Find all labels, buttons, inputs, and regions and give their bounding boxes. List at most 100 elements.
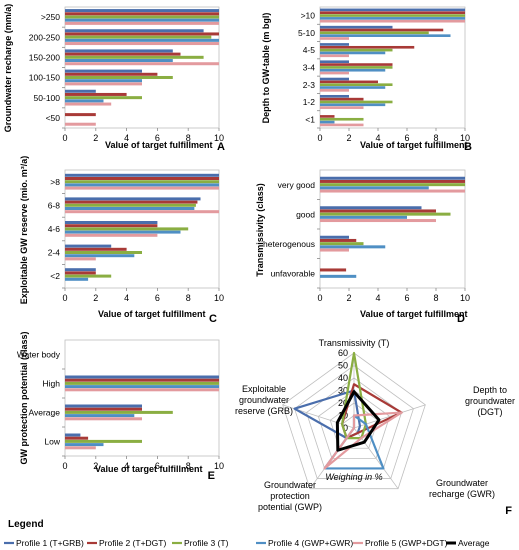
category-label: <2 [50, 271, 60, 281]
bar-a-s5-c5 [65, 102, 112, 106]
legend-label: Profile 1 (T+GRB) [16, 538, 84, 548]
radar-axis-label: Exploitable groundwater reserve (GRB) [235, 384, 293, 416]
bar-a-s4-c5 [65, 99, 104, 103]
panel-letter: A [217, 141, 225, 153]
x-tick-label: 2 [346, 293, 351, 303]
legend-label: Profile 3 (T) [184, 538, 229, 548]
legend-title: Legend [8, 519, 44, 530]
radar-tick-label: 60 [338, 348, 348, 358]
category-label: <50 [46, 113, 61, 123]
bar-e-s2-c4 [65, 436, 89, 440]
bar-a-s4-c1 [65, 18, 219, 22]
bar-e-s5-c2 [65, 388, 219, 392]
x-tick-label: 0 [62, 133, 67, 143]
radar-tick-label: 20 [338, 398, 348, 408]
radar-axis-label: Depth to groundwater (DGT) [465, 385, 515, 417]
x-tick-label: 6 [404, 133, 409, 143]
category-label: 150-200 [29, 52, 60, 62]
radar-tick-label: 30 [338, 386, 348, 396]
category-label: <1 [305, 114, 315, 124]
y-axis-label: Groundwater recharge (mm/a) [3, 4, 13, 133]
radar-grid-ring [294, 365, 414, 479]
bar-d-s2-c2 [320, 209, 436, 213]
bar-c-s5-c4 [65, 257, 96, 261]
bar-b-s1-c5 [320, 77, 349, 81]
category-label: Average [28, 408, 60, 418]
bar-a-s2-c4 [65, 72, 158, 76]
radar-axis-label: Groundwater recharge (GWR) [429, 478, 495, 499]
bar-e-s4-c3 [65, 414, 135, 418]
bar-b-s3-c6 [320, 100, 393, 104]
x-tick-label: 4 [124, 133, 129, 143]
panel-letter: E [208, 470, 215, 482]
bar-b-s4-c1 [320, 17, 465, 20]
bar-d-s1-c1 [320, 176, 465, 180]
radar-axis-label: Transmissivity (T) [319, 338, 390, 348]
x-tick-label: 10 [460, 133, 470, 143]
bar-b-s1-c3 [320, 43, 349, 46]
bar-b-s2-c5 [320, 80, 378, 84]
bar-b-s3-c5 [320, 83, 393, 87]
bar-e-s4-c2 [65, 385, 219, 389]
category-label: 6-8 [48, 200, 61, 210]
category-label: >250 [41, 12, 60, 22]
bar-a-s3-c2 [65, 35, 212, 39]
bar-a-s2-c5 [65, 92, 127, 96]
x-tick-label: 6 [155, 461, 160, 471]
panel-letter: B [464, 141, 472, 153]
bar-c-s3-c1 [65, 180, 219, 184]
radar-series-6 [335, 390, 381, 452]
bar-e-s1-c2 [65, 375, 219, 379]
panel-letter: C [209, 313, 217, 325]
bar-c-s4-c3 [65, 230, 181, 234]
x-axis-label: Value of target fulfillment [360, 309, 468, 319]
bar-a-s1-c1 [65, 9, 219, 13]
chart-panel-a: 0 2 4 6 8 10 >250 200-250 150-200 100-150 50-100 <5… [3, 4, 225, 153]
panel-letter: F [505, 505, 512, 517]
radar-axis-label: Groundwater protection potential (GWP) [258, 480, 322, 512]
bar-b-s4-c2 [320, 34, 451, 37]
bar-e-s4-c4 [65, 443, 104, 447]
panel-letter: D [457, 313, 465, 325]
x-tick-label: 2 [93, 133, 98, 143]
bar-a-s3-c1 [65, 15, 219, 19]
category-label: very good [278, 180, 316, 190]
bar-c-s1-c5 [65, 268, 96, 272]
radar-tick-label: 50 [338, 361, 348, 371]
bar-e-s1-c3 [65, 404, 142, 408]
bar-d-s2-c1 [320, 179, 465, 183]
bar-c-s1-c2 [65, 197, 201, 201]
bar-c-s1-c1 [65, 173, 219, 177]
bar-d-s3-c1 [320, 183, 465, 187]
bar-b-s5-c3 [320, 54, 349, 58]
category-label: Low [44, 437, 60, 447]
x-tick-label: 4 [124, 461, 129, 471]
bar-d-s4-c2 [320, 215, 407, 219]
bar-c-s2-c1 [65, 177, 219, 180]
x-tick-label: 0 [62, 461, 67, 471]
x-tick-label: 2 [93, 461, 98, 471]
bar-d-s1-c3 [320, 235, 349, 239]
bar-a-s1-c3 [65, 49, 173, 53]
radar-tick-label: 40 [338, 373, 348, 383]
bar-c-s1-c4 [65, 244, 112, 248]
chart-panel-b: 0 2 4 6 8 10 >10 5-10 4-5 3-4 2-3 1-2 <1 Value of tar… [261, 6, 472, 153]
radar-grid-ring [329, 402, 379, 449]
bar-b-s4-c3 [320, 51, 386, 55]
bar-c-s3-c5 [65, 274, 112, 278]
category-label: >8 [50, 177, 60, 187]
bar-c-s1-c3 [65, 221, 158, 224]
bar-c-s2-c5 [65, 271, 96, 275]
x-tick-label: 4 [124, 293, 129, 303]
legend-label: Profile 4 (GWP+GWR) [268, 538, 353, 548]
category-label: Water body [17, 350, 61, 360]
bar-b-s4-c6 [320, 103, 386, 107]
bar-a-s5-c2 [65, 42, 219, 46]
bar-e-s3-c4 [65, 439, 142, 443]
bar-b-s3-c3 [320, 48, 393, 52]
bar-b-s2-c3 [320, 45, 415, 49]
x-tick-label: 8 [186, 461, 191, 471]
x-axis-label: Value of target fulfillment [98, 309, 206, 319]
